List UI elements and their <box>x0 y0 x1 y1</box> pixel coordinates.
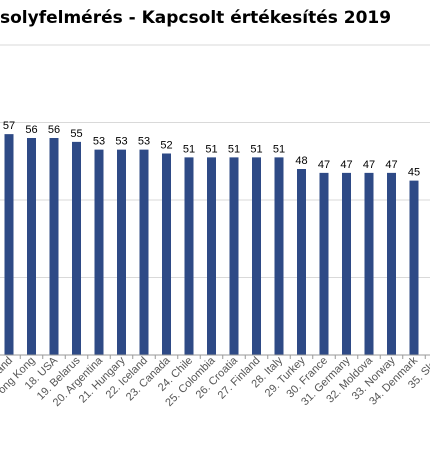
bar-11 <box>252 157 261 355</box>
bar-16 <box>364 172 374 355</box>
bar-18 <box>409 180 419 355</box>
value-label-9: 51 <box>205 143 217 155</box>
bar-4 <box>94 149 104 355</box>
value-label-16: 47 <box>363 159 375 171</box>
bar-2 <box>49 138 59 355</box>
bar-14 <box>319 172 329 355</box>
value-label-4: 53 <box>93 136 105 148</box>
bars <box>4 134 419 355</box>
bar-7 <box>162 153 171 355</box>
value-label-3: 55 <box>70 128 82 140</box>
bar-5 <box>117 149 126 355</box>
value-label-18: 45 <box>408 167 420 179</box>
value-label-12: 51 <box>273 143 285 155</box>
bar-13 <box>297 169 306 355</box>
value-label-1: 56 <box>25 124 37 136</box>
value-label-7: 52 <box>160 140 172 152</box>
bar-12 <box>274 157 284 355</box>
value-label-13: 48 <box>295 155 307 167</box>
value-label-5: 53 <box>115 136 127 148</box>
bar-1 <box>27 138 36 355</box>
bar-3 <box>72 141 81 355</box>
value-label-11: 51 <box>250 143 262 155</box>
value-label-14: 47 <box>318 159 330 171</box>
chart-title: solyfelmérés - Kapcsolt értékesítés 2019 <box>0 8 392 28</box>
value-label-6: 53 <box>138 136 150 148</box>
value-label-2: 56 <box>48 124 60 136</box>
value-label-15: 47 <box>340 159 352 171</box>
value-label-17: 47 <box>385 159 397 171</box>
value-label-0: 57 <box>3 120 15 132</box>
bar-10 <box>229 157 239 355</box>
value-label-10: 51 <box>228 143 240 155</box>
value-labels: 57 56 56 55 53 53 53 52 51 51 51 51 51 48 47 47 47 47 45 <box>3 120 420 179</box>
value-label-8: 51 <box>183 143 195 155</box>
bar-0 <box>4 134 14 355</box>
bar-9 <box>207 157 216 355</box>
bar-15 <box>342 172 351 355</box>
bar-6 <box>139 149 149 355</box>
bar-17 <box>387 172 396 355</box>
bar-8 <box>184 157 194 355</box>
